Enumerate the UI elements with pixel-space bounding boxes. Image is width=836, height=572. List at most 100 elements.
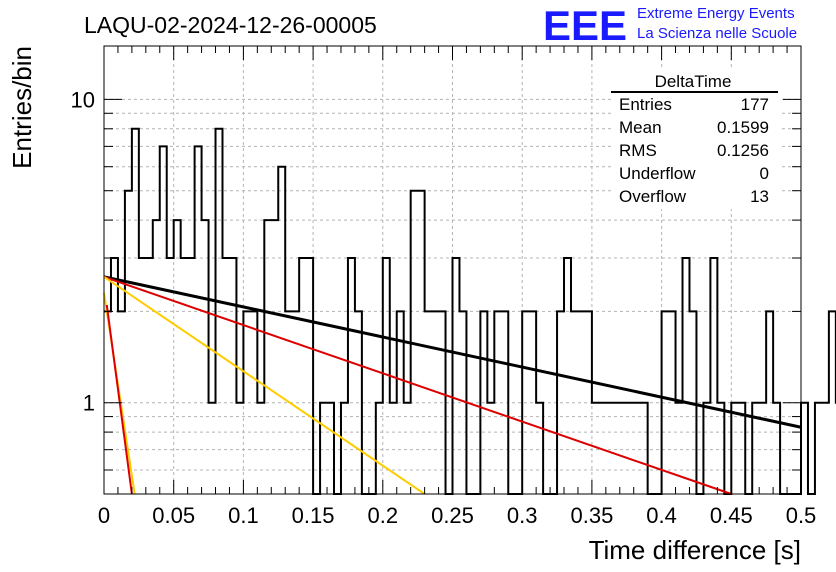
- histogram-bin: [620, 403, 627, 494]
- fit-line-orange: [103, 276, 426, 495]
- stats-value: 0.1599: [717, 118, 769, 137]
- histogram-bin: [292, 311, 299, 494]
- stats-box: DeltaTime Entries 177 Mean 0.1599 RMS 0.…: [611, 67, 780, 209]
- histogram-bin: [327, 403, 334, 494]
- histogram-bin: [585, 311, 592, 494]
- histogram-bin: [578, 311, 585, 494]
- histogram-bin: [766, 311, 773, 494]
- stats-label: Underflow: [619, 164, 696, 183]
- histogram-bin: [453, 258, 460, 494]
- x-tick-label: 0.3: [507, 503, 538, 528]
- histogram-bin: [529, 311, 536, 494]
- y-tick-label: 10: [71, 87, 95, 112]
- histogram-bin: [703, 403, 710, 494]
- histogram-bin: [710, 258, 717, 494]
- histogram-bin: [278, 167, 285, 494]
- histogram-bin: [216, 129, 223, 494]
- chart-title: LAQU-02-2024-12-26-00005: [84, 12, 377, 38]
- histogram-outline: [104, 127, 836, 495]
- histogram-bin: [801, 403, 808, 494]
- logo-eee: EEE: [543, 2, 627, 49]
- x-tick-label: 0.25: [431, 503, 474, 528]
- histogram-bin: [355, 311, 362, 494]
- histogram-bin: [139, 258, 146, 494]
- histogram-bin: [264, 220, 271, 494]
- histogram-bin: [662, 311, 669, 494]
- histogram-bin: [432, 311, 439, 494]
- axis-ticks: 0 0.05 0.1 0.15 0.2 0.25 0.3 0.35 0.4 0.45 0.5 1 10: [71, 46, 817, 528]
- histogram-bin: [613, 403, 620, 494]
- histogram-bin: [257, 403, 264, 494]
- histogram-bin: [425, 311, 432, 494]
- histogram-bin: [494, 311, 501, 494]
- x-tick-label: 0.4: [646, 503, 677, 528]
- histogram-bin: [174, 220, 181, 494]
- histogram-bin: [487, 403, 494, 494]
- histogram-bin: [236, 403, 243, 494]
- histogram-bin: [418, 191, 425, 494]
- x-tick-label: 0.05: [152, 503, 195, 528]
- fit-line-red: [103, 275, 732, 495]
- stats-label: Mean: [619, 118, 662, 137]
- histogram-bin: [188, 258, 195, 494]
- histogram-bin: [320, 403, 327, 494]
- histogram-bin: [341, 403, 348, 494]
- x-tick-label: 0.45: [710, 503, 753, 528]
- stats-label: Entries: [619, 95, 672, 114]
- stats-value: 177: [741, 95, 769, 114]
- histogram-bin: [243, 311, 250, 494]
- histogram-bin: [683, 258, 690, 494]
- histogram-bin: [522, 311, 529, 494]
- logo-line-1: Extreme Energy Events: [637, 5, 795, 22]
- histogram-bin: [439, 311, 446, 494]
- fit-line-black: [103, 275, 802, 429]
- histogram-bin: [627, 403, 634, 494]
- histogram-bin: [202, 220, 209, 494]
- histogram-bin: [153, 220, 160, 494]
- x-tick-label: 0.15: [292, 503, 335, 528]
- histogram-bin: [306, 258, 313, 494]
- histogram-bin: [822, 403, 829, 494]
- x-tick-label: 0: [98, 503, 110, 528]
- histogram-bin: [557, 311, 564, 494]
- histogram-bin: [250, 311, 257, 494]
- histogram-bin: [829, 311, 836, 494]
- stats-label: Overflow: [619, 187, 687, 206]
- histogram-bin: [167, 258, 174, 494]
- histogram-bin: [348, 258, 355, 494]
- histogram-bin: [634, 403, 641, 494]
- histogram-bin: [606, 403, 613, 494]
- histogram-bin: [195, 146, 202, 494]
- histogram-bin: [731, 403, 738, 494]
- x-tick-label: 0.5: [786, 503, 817, 528]
- histogram-bin: [501, 311, 508, 494]
- x-axis-label: Time difference [s]: [589, 535, 801, 565]
- y-tick-label: 1: [83, 391, 95, 416]
- histogram-bin: [271, 220, 278, 494]
- x-tick-label: 0.35: [570, 503, 613, 528]
- stats-title: DeltaTime: [655, 72, 732, 91]
- histogram-bin: [222, 258, 229, 494]
- histogram-bin: [676, 403, 683, 494]
- stats-label: RMS: [619, 141, 657, 160]
- histogram-bin: [390, 403, 397, 494]
- stats-value: 0.1256: [717, 141, 769, 160]
- fit-line-red: [105, 304, 133, 495]
- fit-lines: [103, 275, 802, 495]
- histogram-bin: [160, 146, 167, 494]
- histogram-bin: [815, 403, 822, 494]
- histogram-bin: [376, 403, 383, 494]
- histogram-bin: [571, 311, 578, 494]
- x-tick-label: 0.2: [368, 503, 399, 528]
- logo-line-2: La Scienza nelle Scuole: [637, 25, 797, 42]
- stats-value: 0: [760, 164, 769, 183]
- histogram-layer: [104, 127, 836, 495]
- histogram-bin: [132, 129, 139, 494]
- histogram-bin: [480, 311, 487, 494]
- histogram-bin: [759, 403, 766, 494]
- y-axis-label: Entries/bin: [7, 46, 37, 169]
- histogram-bin: [536, 403, 543, 494]
- x-tick-label: 0.1: [228, 503, 259, 528]
- histogram-bin: [209, 403, 216, 494]
